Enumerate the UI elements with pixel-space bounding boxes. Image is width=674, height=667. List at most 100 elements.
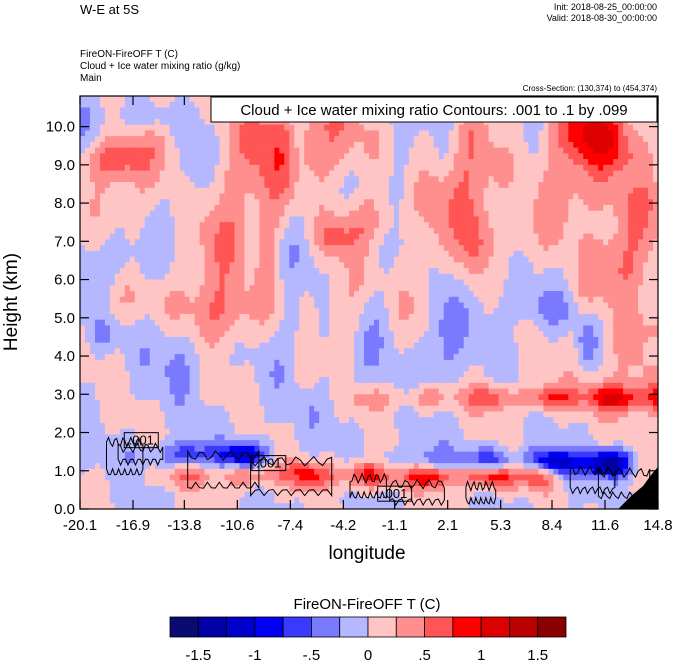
field-cell xyxy=(463,130,470,137)
field-cell xyxy=(164,159,171,166)
field-cell xyxy=(388,313,395,321)
field-cell xyxy=(563,319,569,327)
field-cell xyxy=(274,176,280,183)
field-cell xyxy=(448,164,455,172)
field-cell xyxy=(224,130,231,137)
field-cell xyxy=(643,124,649,132)
field-cell xyxy=(84,319,91,327)
field-cell xyxy=(458,296,465,304)
field-cell xyxy=(80,153,86,160)
field-cell xyxy=(648,182,654,189)
field-cell xyxy=(94,159,101,166)
field-cell xyxy=(573,279,579,286)
field-cell xyxy=(209,222,216,229)
field-cell xyxy=(329,199,335,206)
field-cell xyxy=(314,331,320,338)
field-cell xyxy=(538,302,544,309)
field-cell xyxy=(428,325,435,332)
field-cell xyxy=(154,130,161,137)
field-cell xyxy=(299,250,305,258)
field-cell xyxy=(538,268,544,275)
field-cell xyxy=(104,279,111,286)
field-cell xyxy=(189,233,196,241)
field-cell xyxy=(468,164,475,172)
field-cell xyxy=(229,159,236,166)
field-cell xyxy=(169,233,176,241)
field-cell xyxy=(478,164,485,172)
field-cell xyxy=(573,268,579,275)
field-cell xyxy=(593,141,599,149)
field-cell xyxy=(119,136,126,143)
field-cell xyxy=(149,204,156,212)
field-cell xyxy=(244,302,251,309)
field-cell xyxy=(319,227,325,235)
field-cell xyxy=(573,187,579,195)
field-cell xyxy=(483,296,490,304)
field-cell xyxy=(493,176,500,183)
field-cell xyxy=(483,285,490,292)
field-cell xyxy=(603,141,609,149)
field-cell xyxy=(538,222,544,229)
field-cell xyxy=(563,147,569,154)
field-cell xyxy=(104,136,111,143)
field-cell xyxy=(219,268,226,275)
field-cell xyxy=(159,262,166,269)
field-cell xyxy=(234,233,241,241)
field-cell xyxy=(179,182,186,189)
field-cell xyxy=(349,187,355,195)
field-cell xyxy=(229,296,236,304)
field-cell xyxy=(334,130,340,137)
field-cell xyxy=(259,130,265,137)
field-cell xyxy=(543,268,549,275)
field-cell xyxy=(628,273,634,281)
field-cell xyxy=(119,107,126,114)
field-cell xyxy=(373,159,380,166)
field-cell xyxy=(339,268,345,275)
field-cell xyxy=(458,204,465,212)
field-cell xyxy=(334,256,340,263)
field-cell xyxy=(533,204,540,212)
field-cell xyxy=(224,204,231,212)
field-cell xyxy=(169,216,176,223)
field-cell xyxy=(443,268,450,275)
field-cell xyxy=(189,245,196,252)
field-cell xyxy=(254,245,260,252)
field-cell xyxy=(99,147,106,154)
field-cell xyxy=(423,164,430,172)
field-cell xyxy=(568,222,574,229)
field-cell xyxy=(448,273,455,281)
field-cell xyxy=(184,107,191,114)
field-cell xyxy=(134,336,141,344)
field-cell xyxy=(653,136,658,143)
field-cell xyxy=(134,187,141,195)
field-cell xyxy=(219,182,226,189)
field-cell xyxy=(324,199,330,206)
field-cell xyxy=(413,262,420,269)
field-cell xyxy=(643,233,649,241)
field-cell xyxy=(164,147,171,154)
field-cell xyxy=(304,199,310,206)
field-cell xyxy=(299,193,305,200)
field-cell xyxy=(294,210,300,218)
field-cell xyxy=(598,302,604,309)
field-cell xyxy=(518,159,525,166)
field-cell xyxy=(543,182,549,189)
field-cell xyxy=(383,262,390,269)
field-cell xyxy=(578,130,584,137)
field-cell xyxy=(269,124,275,132)
field-cell xyxy=(299,291,305,298)
field-cell xyxy=(533,130,540,137)
field-cell xyxy=(114,279,121,286)
field-cell xyxy=(633,336,639,344)
field-cell xyxy=(448,302,455,309)
field-cell xyxy=(84,302,91,309)
field-cell xyxy=(109,319,116,327)
field-cell xyxy=(124,268,131,275)
field-cell xyxy=(94,302,101,309)
field-cell xyxy=(339,193,345,200)
field-cell xyxy=(139,268,146,275)
field-cell xyxy=(189,227,196,235)
field-cell xyxy=(154,164,161,172)
field-cell xyxy=(633,331,639,338)
field-cell xyxy=(488,245,495,252)
